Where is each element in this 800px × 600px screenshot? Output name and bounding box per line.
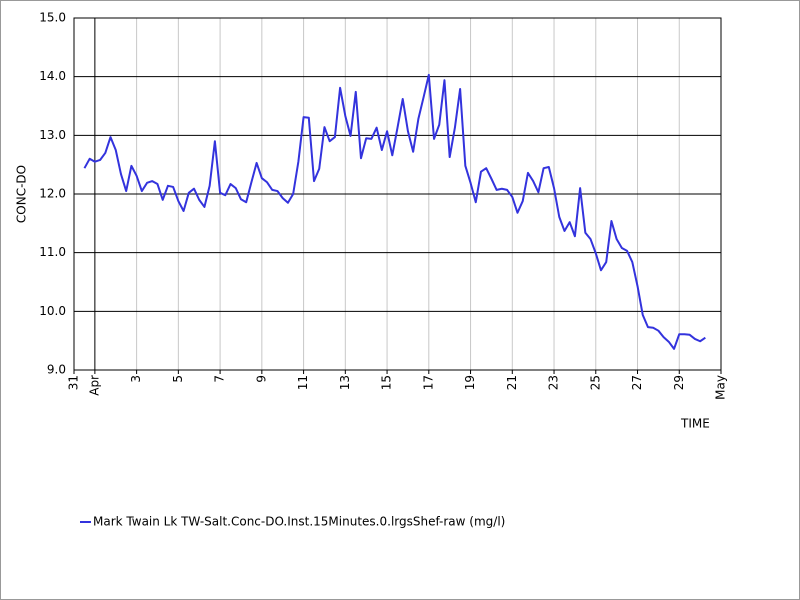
y-axis-label: CONC-DO (15, 165, 29, 223)
x-tick-label: 19 (463, 375, 477, 390)
y-tick-label: 14.0 (39, 69, 66, 83)
y-tick-label: 13.0 (39, 128, 66, 142)
x-tick-label: 31 (67, 375, 81, 390)
legend-label: Mark Twain Lk TW-Salt.Conc-DO.Inst.15Min… (93, 515, 505, 529)
y-tick-label: 15.0 (39, 11, 66, 25)
x-tick-label: 25 (588, 375, 602, 390)
x-tick-label: 3 (129, 375, 143, 383)
x-tick-label: 17 (421, 375, 435, 390)
x-tick-label: Apr (87, 375, 101, 396)
plot-border (73, 17, 722, 371)
x-tick-label: 7 (213, 375, 227, 383)
x-tick-label: 13 (338, 375, 352, 390)
x-tick-label: 5 (171, 375, 185, 383)
x-tick-label: 21 (505, 375, 519, 390)
x-tick-label: 23 (547, 375, 561, 390)
x-tick-label: May (714, 375, 728, 400)
x-tick-label: 27 (630, 375, 644, 390)
x-tick-label: 15 (380, 375, 394, 390)
x-tick-label: 11 (296, 375, 310, 390)
y-tick-label: 9.0 (47, 363, 66, 377)
data-line (83, 73, 706, 350)
x-tick-label: 29 (672, 375, 686, 390)
y-tick-label: 11.0 (39, 245, 66, 259)
y-tick-label: 12.0 (39, 187, 66, 201)
x-axis-label: TIME (680, 417, 710, 431)
x-tick-label: 9 (254, 375, 268, 383)
y-tick-label: 10.0 (39, 304, 66, 318)
